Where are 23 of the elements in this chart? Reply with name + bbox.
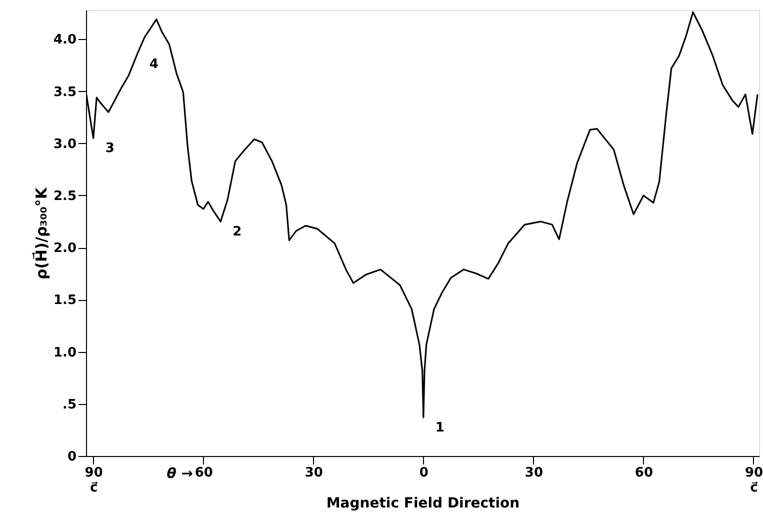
annotation: 2: [232, 224, 242, 240]
y-tick-label: 3.5: [53, 84, 76, 100]
x-tick-label: 30: [524, 466, 543, 480]
y-tick-label: 2.0: [53, 241, 76, 256]
x-tick-label: 90 c⃗: [744, 466, 763, 496]
y-tick-label: 3.0: [53, 136, 76, 152]
y-tick-label: 0: [67, 450, 76, 464]
text: θ →: [166, 466, 194, 482]
annotation: 4: [149, 56, 158, 72]
x-tick-label: 90 c⃗: [84, 466, 103, 496]
x-tick-label: 60: [634, 466, 654, 480]
x-tick-label: 30: [304, 466, 323, 480]
y-tick-label: 1.0: [53, 345, 76, 360]
y-axis-title: ρ(H⃗)/ρ₃₀₀°K: [32, 186, 50, 280]
y-tick-label: 4.0: [53, 32, 76, 48]
x-tick-label: 60: [194, 466, 213, 480]
x-axis-title: Magnetic Field Direction: [326, 496, 520, 512]
x-tick-label: 0: [419, 466, 428, 480]
y-tick-label: .5: [62, 397, 76, 412]
annotation: 3: [105, 141, 114, 156]
y-tick-label: 2.5: [53, 188, 76, 204]
y-tick-label: 1.5: [53, 293, 76, 308]
annotation: 1: [435, 420, 444, 436]
